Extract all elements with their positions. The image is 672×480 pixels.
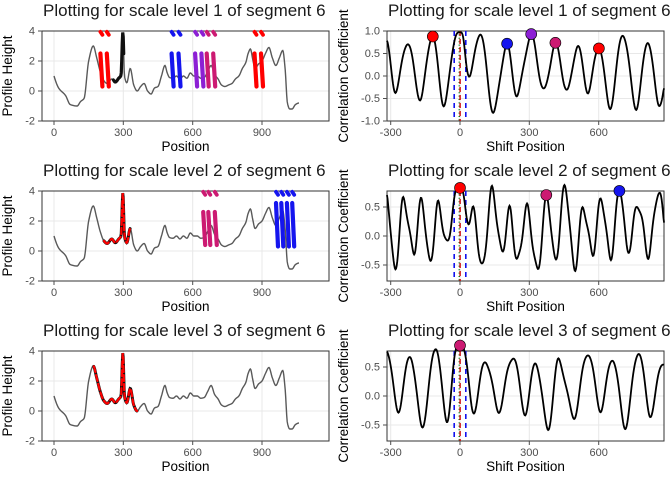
svg-text:300: 300 (114, 287, 132, 299)
svg-text:Shift Position: Shift Position (486, 459, 565, 474)
svg-text:300: 300 (520, 447, 538, 459)
svg-text:Plotting for scale level 2 of: Plotting for scale level 2 of segment 6 (43, 161, 326, 180)
svg-text:300: 300 (114, 447, 132, 459)
svg-text:Correlation Coefficient: Correlation Coefficient (336, 169, 351, 303)
svg-text:-0.5: -0.5 (361, 93, 380, 105)
svg-text:0.0: 0.0 (365, 231, 380, 243)
svg-text:600: 600 (590, 447, 608, 459)
svg-text:Position: Position (161, 299, 209, 314)
svg-text:Profile Height: Profile Height (0, 195, 15, 276)
svg-text:900: 900 (253, 447, 271, 459)
svg-text:-2: -2 (25, 276, 35, 288)
svg-text:0: 0 (51, 127, 57, 139)
svg-text:0: 0 (29, 86, 35, 98)
svg-text:4: 4 (29, 186, 35, 198)
svg-text:4: 4 (29, 346, 35, 358)
svg-text:600: 600 (184, 447, 202, 459)
svg-text:0: 0 (457, 447, 463, 459)
svg-text:0: 0 (51, 287, 57, 299)
svg-text:Shift Position: Shift Position (486, 299, 565, 314)
svg-text:300: 300 (520, 287, 538, 299)
svg-text:Plotting for scale level 3 of: Plotting for scale level 3 of segment 6 (388, 321, 671, 340)
svg-text:0: 0 (29, 246, 35, 258)
svg-text:300: 300 (520, 127, 538, 139)
svg-text:Profile Height: Profile Height (0, 35, 15, 116)
svg-text:Plotting for scale level 3 of: Plotting for scale level 3 of segment 6 (43, 321, 326, 340)
svg-text:-1.0: -1.0 (361, 116, 380, 128)
svg-text:Plotting for scale level 2 of: Plotting for scale level 2 of segment 6 (388, 161, 671, 180)
svg-text:0: 0 (51, 447, 57, 459)
svg-text:1.0: 1.0 (365, 26, 380, 38)
svg-text:-300: -300 (380, 127, 402, 139)
svg-text:Shift Position: Shift Position (486, 139, 565, 154)
svg-text:-300: -300 (380, 447, 402, 459)
svg-text:4: 4 (29, 26, 35, 38)
svg-text:Plotting for scale level 1 of: Plotting for scale level 1 of segment 6 (388, 1, 671, 20)
svg-text:Position: Position (161, 139, 209, 154)
svg-text:-2: -2 (25, 116, 35, 128)
svg-text:2: 2 (29, 376, 35, 388)
svg-text:0.5: 0.5 (365, 48, 380, 60)
svg-text:-0.5: -0.5 (361, 260, 380, 272)
svg-text:2: 2 (29, 56, 35, 68)
svg-text:-2: -2 (25, 436, 35, 448)
svg-text:0.0: 0.0 (365, 71, 380, 83)
svg-text:0: 0 (457, 127, 463, 139)
svg-text:Position: Position (161, 459, 209, 474)
svg-text:600: 600 (590, 287, 608, 299)
svg-text:Plotting for scale level 1 of: Plotting for scale level 1 of segment 6 (43, 1, 326, 20)
svg-text:Correlation Coefficient: Correlation Coefficient (336, 9, 351, 143)
svg-text:600: 600 (184, 127, 202, 139)
svg-text:0.5: 0.5 (365, 362, 380, 374)
svg-text:Profile Height: Profile Height (0, 355, 15, 436)
svg-text:0.0: 0.0 (365, 391, 380, 403)
svg-text:2: 2 (29, 216, 35, 228)
svg-text:0.5: 0.5 (365, 202, 380, 214)
svg-text:900: 900 (253, 287, 271, 299)
svg-text:Correlation Coefficient: Correlation Coefficient (336, 329, 351, 463)
svg-text:0: 0 (457, 287, 463, 299)
svg-text:300: 300 (114, 127, 132, 139)
svg-text:600: 600 (184, 287, 202, 299)
svg-text:-300: -300 (380, 287, 402, 299)
svg-text:600: 600 (590, 127, 608, 139)
svg-text:-0.5: -0.5 (361, 420, 380, 432)
svg-text:900: 900 (253, 127, 271, 139)
svg-text:0: 0 (29, 406, 35, 418)
